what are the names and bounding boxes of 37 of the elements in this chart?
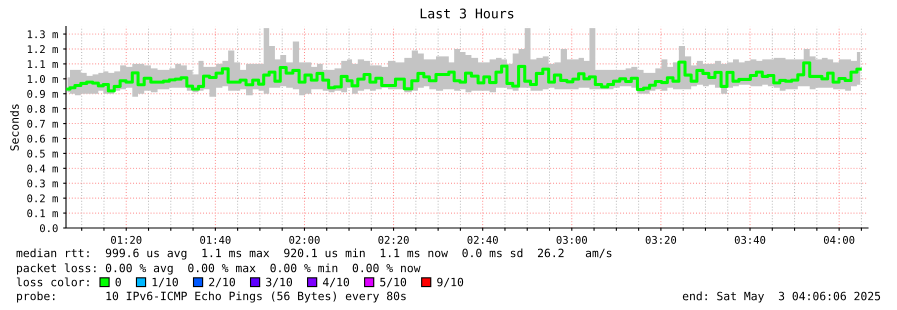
x-tick-label: 03:00: [556, 236, 587, 244]
y-tick-label: 1.1 m: [28, 60, 58, 68]
x-tick-label: 02:40: [467, 236, 498, 244]
text: packet loss: 0.00 % avg 0.00 % max 0.00 % min 0.00 % now: [17, 263, 421, 275]
y-tick-label: 0.7 m: [27, 120, 58, 128]
y-tick-label: 1.3 m: [28, 30, 58, 38]
legend-label: 1/10: [152, 278, 178, 288]
x-tick-label: 02:20: [378, 236, 409, 244]
y-tick-label: 0.6 m: [27, 134, 58, 143]
y-tick-label: 0.2 m: [27, 194, 58, 202]
x-tick-label: 01:20: [111, 236, 142, 244]
y-tick-label: 1.2 m: [28, 45, 58, 54]
x-tick-label: 04:00: [824, 236, 854, 244]
legend-label: 5/10: [380, 278, 406, 288]
legend-label: 3/10: [266, 278, 292, 288]
legend-label: 0: [116, 278, 121, 286]
x-tick-label: 03:20: [646, 236, 676, 244]
x-tick-label: 01:40: [200, 236, 231, 244]
x-tick-label: 03:40: [734, 236, 766, 244]
legend-label: 9/10: [437, 278, 464, 288]
y-axis-title: Seconds: [10, 104, 19, 151]
text: probe: 10 IPv6-ICMP Echo Pings (56 Bytes) every 80s: [17, 291, 406, 303]
y-tick-label: 1.0 m: [28, 75, 58, 84]
x-tick-label: 02:00: [289, 236, 320, 244]
chart-title: Last 3 Hours: [420, 8, 514, 18]
y-tick-label: 0.5 m: [27, 150, 58, 158]
y-tick-label: 0.9 m: [27, 90, 58, 98]
y-tick-label: 0.4 m: [27, 164, 58, 173]
legend-label: 2/10: [209, 278, 235, 288]
y-tick-label: 0.8 m: [27, 104, 58, 113]
y-tick-label: 0.3 m: [27, 179, 58, 188]
text: median rtt: 999.6 us avg 1.1 ms max 920.1 us min 1.1 ms now 0.0 ms sd 26.2 am/s: [16, 248, 612, 260]
legend-label: 4/10: [322, 278, 350, 288]
text: loss color:: [16, 277, 89, 286]
y-tick-label: 0.0: [40, 224, 58, 232]
text: end: Sat May 3 04:06:06 2025: [682, 292, 880, 303]
y-tick-label: 0.1 m: [27, 209, 58, 218]
